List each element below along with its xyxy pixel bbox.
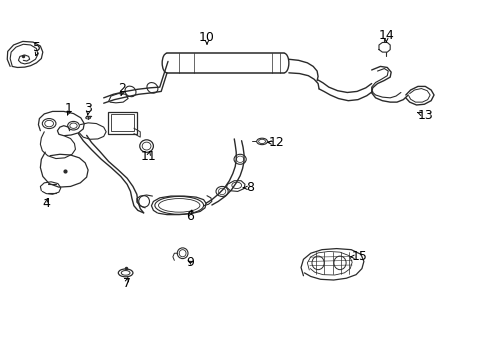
Text: 2: 2	[118, 82, 126, 95]
Text: 12: 12	[269, 136, 285, 149]
Text: 1: 1	[65, 102, 73, 115]
Text: 8: 8	[246, 181, 254, 194]
Text: 3: 3	[84, 102, 92, 115]
Text: 11: 11	[141, 150, 157, 163]
Text: 9: 9	[187, 256, 195, 269]
Text: 7: 7	[123, 277, 131, 290]
Text: 4: 4	[42, 197, 50, 210]
Text: 15: 15	[351, 250, 368, 263]
Text: 6: 6	[187, 210, 195, 223]
Text: 5: 5	[33, 41, 41, 54]
Text: 10: 10	[199, 31, 215, 44]
Text: 14: 14	[378, 29, 394, 42]
Text: 13: 13	[417, 109, 433, 122]
